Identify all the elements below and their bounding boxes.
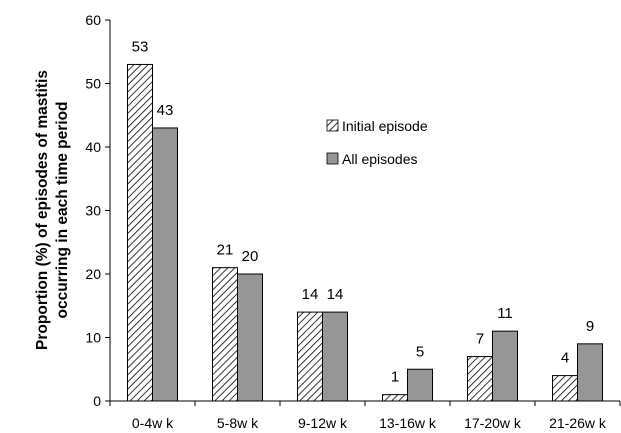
bar-all-episodes bbox=[407, 368, 433, 402]
data-label-initial-episode: 14 bbox=[302, 286, 319, 303]
x-tick-label: 9-12w k bbox=[298, 415, 348, 431]
bar-all-episodes bbox=[152, 127, 178, 402]
y-tick-label: 30 bbox=[85, 203, 101, 219]
data-label-all-episodes: 5 bbox=[416, 343, 424, 360]
bar-all-episodes bbox=[492, 330, 518, 402]
data-label-all-episodes: 20 bbox=[242, 248, 259, 265]
y-tick-label: 0 bbox=[93, 393, 101, 409]
data-label-initial-episode: 4 bbox=[561, 350, 569, 367]
y-axis-title-line-1: Proportion (%) of episodes of mastitis bbox=[34, 70, 51, 350]
legend-label-all-episodes: All episodes bbox=[342, 151, 418, 167]
y-tick-label: 60 bbox=[85, 12, 101, 28]
bar-initial-episode bbox=[297, 311, 323, 402]
data-label-all-episodes: 11 bbox=[497, 305, 513, 322]
data-labels-group: 53 43 21 20 14 14 15 7 11 49 bbox=[132, 38, 595, 385]
x-tick-label: 13-16w k bbox=[379, 415, 437, 431]
legend-swatch-initial-episode bbox=[326, 119, 339, 132]
bar-all-episodes bbox=[322, 311, 348, 402]
bar-initial-episode bbox=[552, 375, 578, 402]
x-tick-label: 17-20w k bbox=[464, 415, 522, 431]
bar-initial-episode bbox=[127, 63, 153, 402]
data-label-initial-episode: 21 bbox=[217, 242, 234, 259]
bars-group bbox=[127, 63, 603, 402]
y-tick-label: 40 bbox=[85, 139, 101, 155]
bar-initial-episode bbox=[382, 394, 408, 402]
y-ticks-group: 0 10 20 30 40 50 60 bbox=[85, 12, 110, 409]
y-tick-label: 50 bbox=[85, 76, 101, 92]
legend-label-initial-episode: Initial episode bbox=[342, 118, 428, 134]
data-label-initial-episode: 1 bbox=[391, 369, 399, 386]
bar-all-episodes bbox=[237, 273, 263, 402]
x-tick-label: 0-4w k bbox=[132, 415, 174, 431]
y-axis-title: Proportion (%) of episodes of mastitis o… bbox=[34, 70, 71, 350]
bar-initial-episode bbox=[467, 356, 493, 402]
data-label-initial-episode: 53 bbox=[132, 38, 149, 55]
bar-all-episodes bbox=[577, 343, 603, 402]
legend: Initial episode All episodes bbox=[326, 118, 428, 167]
data-label-all-episodes: 14 bbox=[327, 286, 344, 303]
data-label-all-episodes: 43 bbox=[157, 102, 174, 119]
legend-swatch-all-episodes bbox=[326, 152, 339, 165]
data-label-all-episodes: 9 bbox=[586, 318, 594, 335]
x-tick-label: 21-26w k bbox=[549, 415, 607, 431]
bar-initial-episode bbox=[212, 267, 238, 402]
x-tick-label: 5-8w k bbox=[217, 415, 259, 431]
y-axis-title-line-2: occurring in each time period bbox=[54, 101, 71, 318]
data-label-initial-episode: 7 bbox=[476, 331, 484, 348]
y-tick-label: 20 bbox=[85, 266, 101, 282]
y-tick-label: 10 bbox=[85, 330, 101, 346]
x-ticks-group: 0-4w k 5-8w k 9-12w k 13-16w k 17-20w k 21-26… bbox=[109, 401, 621, 431]
